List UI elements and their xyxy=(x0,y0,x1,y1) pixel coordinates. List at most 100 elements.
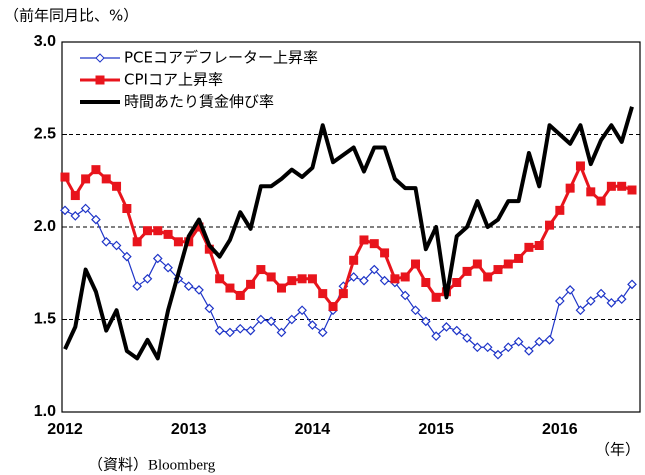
legend-marker xyxy=(95,75,105,85)
marker xyxy=(606,298,617,308)
marker xyxy=(524,346,534,356)
marker xyxy=(452,278,462,287)
marker xyxy=(503,259,513,269)
marker xyxy=(70,191,80,201)
marker xyxy=(287,276,297,286)
marker xyxy=(132,237,142,247)
marker xyxy=(101,236,112,247)
marker xyxy=(328,302,338,312)
marker xyxy=(173,237,183,247)
marker xyxy=(132,281,143,292)
marker xyxy=(585,296,596,306)
marker xyxy=(400,290,411,301)
marker xyxy=(318,289,328,299)
x-tick-label: 2014 xyxy=(295,421,331,438)
marker xyxy=(359,275,369,286)
marker xyxy=(163,262,173,273)
marker xyxy=(286,314,297,325)
marker xyxy=(627,185,637,195)
legend-bg xyxy=(76,48,396,68)
marker xyxy=(565,183,575,193)
marker xyxy=(359,235,369,245)
x-tick-label: 2016 xyxy=(542,421,578,438)
marker xyxy=(606,181,616,191)
marker xyxy=(379,275,390,286)
marker xyxy=(194,222,204,232)
legend-label: PCEコアデフレーター上昇率 xyxy=(124,49,318,67)
marker xyxy=(60,205,70,216)
marker xyxy=(420,316,431,327)
marker xyxy=(70,211,81,221)
marker xyxy=(545,220,555,230)
marker xyxy=(462,266,472,276)
marker xyxy=(575,161,585,171)
marker xyxy=(421,278,431,287)
marker xyxy=(91,165,101,175)
marker xyxy=(256,265,266,275)
marker xyxy=(503,342,514,353)
marker xyxy=(317,327,328,338)
y-axis-label: （前年同月比、%） xyxy=(4,7,138,25)
marker xyxy=(163,229,173,239)
marker xyxy=(596,288,606,299)
marker xyxy=(586,187,596,197)
marker xyxy=(122,204,132,213)
marker xyxy=(441,322,452,332)
legend-bg xyxy=(76,70,396,90)
marker xyxy=(297,305,307,316)
marker xyxy=(514,253,524,263)
marker xyxy=(266,272,276,282)
marker xyxy=(101,174,111,184)
marker xyxy=(235,323,246,334)
marker xyxy=(142,226,152,236)
marker xyxy=(225,327,235,338)
marker xyxy=(91,214,101,225)
marker xyxy=(462,333,472,343)
marker xyxy=(80,203,91,214)
marker xyxy=(235,290,245,300)
marker xyxy=(380,248,390,258)
marker xyxy=(596,196,606,206)
marker xyxy=(616,294,627,304)
marker xyxy=(215,274,225,284)
marker xyxy=(575,305,586,316)
marker xyxy=(256,314,266,325)
marker xyxy=(81,174,91,184)
source: （資料）Bloomberg xyxy=(88,456,216,473)
marker xyxy=(122,251,132,262)
series-line xyxy=(63,164,633,309)
marker xyxy=(246,279,256,289)
marker xyxy=(544,335,555,345)
marker xyxy=(431,331,441,341)
marker xyxy=(111,240,122,251)
marker xyxy=(204,303,215,314)
marker xyxy=(513,336,524,347)
marker xyxy=(349,255,359,265)
marker xyxy=(112,181,122,191)
marker xyxy=(410,305,421,316)
marker xyxy=(204,244,214,254)
marker xyxy=(60,172,70,182)
marker xyxy=(554,296,565,306)
legend-label: 時間あたり賃金伸び率 xyxy=(124,93,274,111)
marker xyxy=(276,327,287,338)
x-tick-label: 2013 xyxy=(171,421,207,438)
marker xyxy=(142,273,153,284)
marker xyxy=(431,292,441,302)
y-tick-label: 3.0 xyxy=(34,33,56,50)
marker xyxy=(483,272,493,282)
marker xyxy=(276,283,286,293)
x-axis-label: （年） xyxy=(595,441,640,459)
marker xyxy=(225,283,235,293)
marker xyxy=(307,320,318,330)
legend-bg xyxy=(76,92,396,112)
marker xyxy=(183,281,194,292)
legend-marker xyxy=(95,53,105,63)
x-tick-label: 2012 xyxy=(47,421,83,438)
marker xyxy=(369,239,379,249)
marker xyxy=(482,342,493,353)
marker xyxy=(153,226,163,236)
marker xyxy=(307,274,317,284)
marker xyxy=(297,274,307,284)
